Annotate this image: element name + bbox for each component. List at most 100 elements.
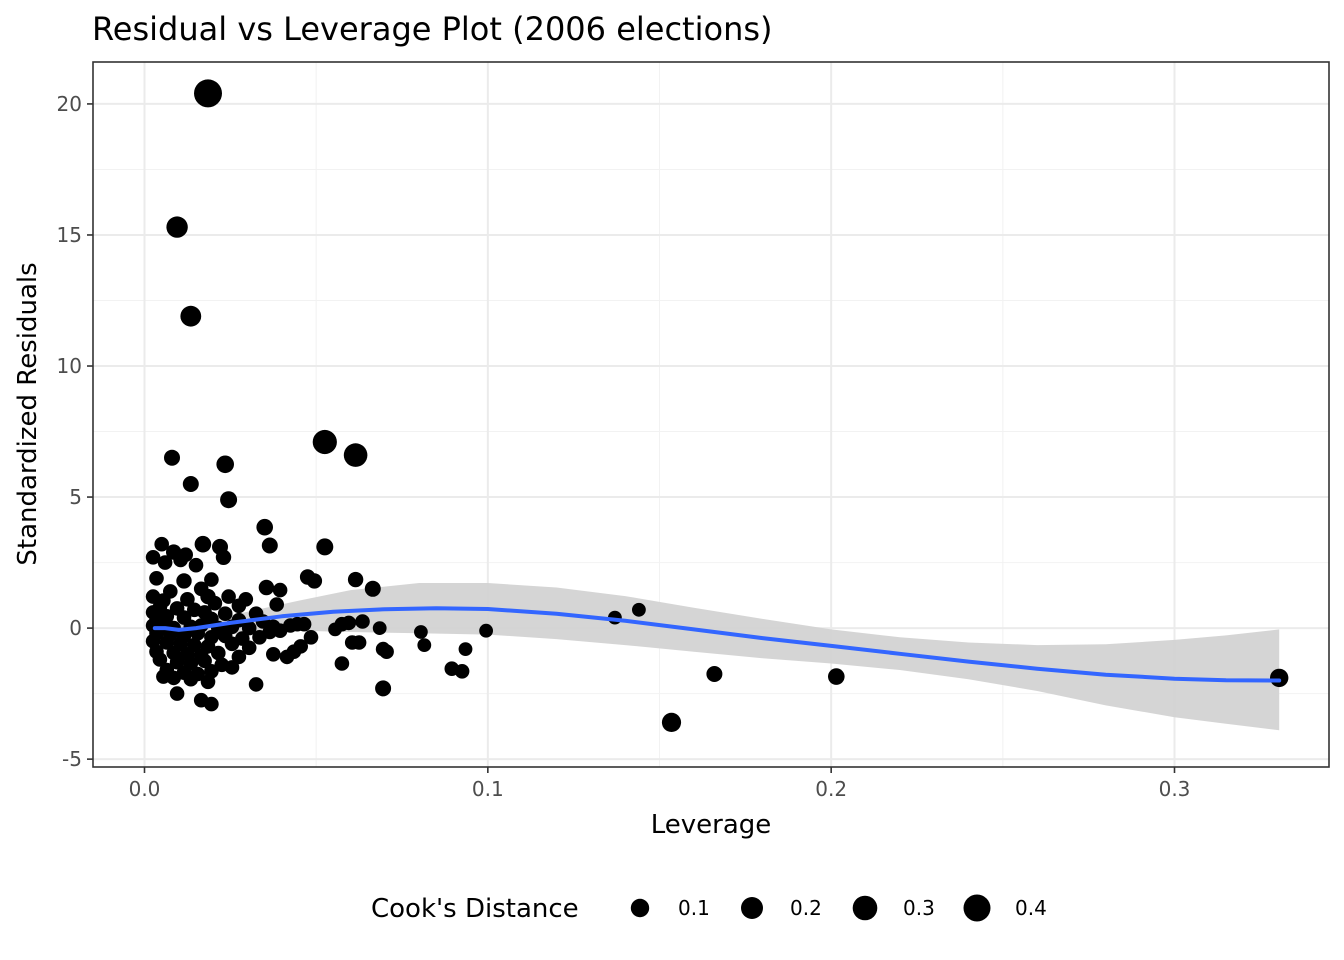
confidence-band-area xyxy=(154,583,1280,731)
data-point xyxy=(211,645,226,661)
data-point xyxy=(355,614,370,629)
legend-key-2 xyxy=(741,897,763,919)
y-tick-label: -5 xyxy=(62,747,82,771)
data-point xyxy=(256,518,274,536)
data-point xyxy=(454,664,470,679)
data-point xyxy=(241,620,257,636)
data-point xyxy=(306,573,323,589)
data-point xyxy=(180,305,202,327)
data-point xyxy=(188,557,204,573)
data-point xyxy=(334,656,350,671)
data-point xyxy=(224,636,240,652)
legend-entries: 0.1 0.2 0.3 0.4 xyxy=(630,894,1047,922)
legend: Cook's Distance 0.1 0.2 0.3 0.4 xyxy=(371,894,1047,924)
legend-key-4 xyxy=(963,894,991,922)
data-point xyxy=(149,571,164,586)
data-point xyxy=(154,536,169,552)
data-point xyxy=(221,589,236,604)
data-point xyxy=(169,686,185,701)
data-point xyxy=(364,580,381,597)
data-point xyxy=(194,79,222,108)
data-point xyxy=(164,449,180,466)
y-tick-label: 5 xyxy=(69,485,82,509)
data-point xyxy=(269,597,285,612)
data-point xyxy=(180,592,195,607)
data-point xyxy=(224,660,240,675)
data-point xyxy=(303,630,319,645)
data-point xyxy=(379,644,394,659)
y-tick-label: 0 xyxy=(69,616,82,640)
x-tick-label: 0.2 xyxy=(815,777,847,801)
y-tick-label: 15 xyxy=(57,223,82,247)
legend-title: Cook's Distance xyxy=(371,894,579,924)
data-point xyxy=(479,623,493,638)
legend-key-3 xyxy=(852,895,878,921)
x-tick-label: 0.1 xyxy=(472,777,504,801)
data-point xyxy=(241,640,257,656)
confidence-band xyxy=(154,583,1280,731)
data-point xyxy=(343,443,368,467)
data-point xyxy=(231,598,247,614)
y-tick-label: 10 xyxy=(57,354,82,378)
data-point xyxy=(152,652,168,667)
data-point xyxy=(417,638,432,652)
data-point xyxy=(204,696,219,712)
data-point xyxy=(375,680,392,697)
data-point xyxy=(220,491,238,509)
data-point xyxy=(182,476,199,492)
data-point xyxy=(200,674,216,690)
data-point xyxy=(194,535,212,553)
data-point xyxy=(372,621,387,635)
smooth-curve xyxy=(152,606,1282,683)
data-point xyxy=(183,671,199,687)
data-point xyxy=(173,552,188,568)
data-points xyxy=(145,79,1289,733)
legend-label-4: 0.4 xyxy=(1015,896,1047,920)
data-point xyxy=(661,712,682,733)
data-point xyxy=(252,630,267,645)
smooth-line xyxy=(152,606,1282,683)
y-axis-ticks: -5 0 5 10 15 20 xyxy=(57,92,93,771)
x-axis-title: Leverage xyxy=(651,810,772,840)
data-point xyxy=(458,642,473,656)
data-point xyxy=(216,455,234,474)
data-point xyxy=(414,625,428,639)
data-point xyxy=(176,573,192,589)
data-point xyxy=(272,582,288,598)
data-point xyxy=(204,572,219,587)
legend-label-3: 0.3 xyxy=(903,896,935,920)
data-point xyxy=(312,429,337,455)
legend-label-2: 0.2 xyxy=(790,896,822,920)
data-point xyxy=(316,538,334,556)
data-point xyxy=(215,549,232,565)
x-tick-label: 0.0 xyxy=(129,777,161,801)
chart-title: Residual vs Leverage Plot (2006 election… xyxy=(92,10,773,48)
data-point xyxy=(207,595,223,611)
data-point xyxy=(266,647,281,662)
plot-panel xyxy=(92,61,1330,768)
data-point xyxy=(231,649,247,665)
data-point xyxy=(261,537,278,554)
data-point xyxy=(328,622,342,637)
x-tick-label: 0.3 xyxy=(1159,777,1191,801)
data-point xyxy=(1270,668,1289,688)
data-point xyxy=(169,654,185,670)
data-point xyxy=(706,666,723,682)
data-point xyxy=(166,216,188,238)
data-point xyxy=(347,571,364,588)
data-point xyxy=(166,670,181,686)
x-axis-ticks: 0.0 0.1 0.2 0.3 xyxy=(129,767,1191,801)
y-axis-title: Standardized Residuals xyxy=(13,262,43,565)
data-point xyxy=(197,653,212,669)
panel-border xyxy=(92,61,1330,768)
legend-label-1: 0.1 xyxy=(678,896,710,920)
data-point xyxy=(279,649,295,665)
data-point xyxy=(145,550,161,565)
data-point xyxy=(217,606,233,621)
data-point xyxy=(296,616,312,632)
data-point xyxy=(159,635,175,650)
y-tick-label: 20 xyxy=(57,92,82,116)
data-point xyxy=(632,602,646,617)
data-point xyxy=(828,668,845,685)
